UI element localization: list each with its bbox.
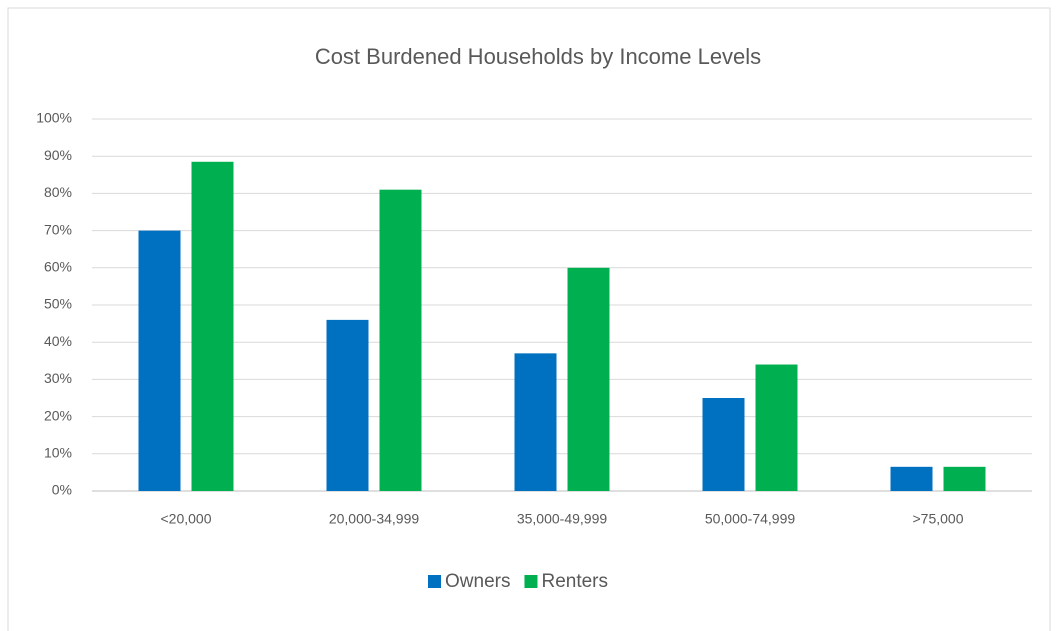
- y-tick-label: 60%: [44, 259, 72, 275]
- bar: [326, 319, 369, 491]
- y-tick-label: 10%: [44, 445, 72, 461]
- y-tick-label: 90%: [44, 147, 72, 163]
- bar: [514, 353, 557, 491]
- x-tick-label: 35,000-49,999: [517, 511, 608, 527]
- y-tick-label: 80%: [44, 184, 72, 200]
- chart-border: [7, 7, 1051, 631]
- x-tick-label: 50,000-74,999: [705, 511, 796, 527]
- chart-title: Cost Burdened Households by Income Level…: [315, 44, 761, 69]
- x-tick-label: <20,000: [161, 511, 212, 527]
- legend-swatch: [428, 575, 441, 588]
- legend-label: Owners: [445, 571, 510, 592]
- x-tick-label: >75,000: [913, 511, 964, 527]
- bar: [191, 161, 234, 491]
- legend-label: Renters: [541, 571, 608, 592]
- bar: [755, 364, 798, 491]
- y-tick-label: 30%: [44, 370, 72, 386]
- bar: [890, 466, 933, 491]
- y-tick-label: 100%: [36, 110, 72, 126]
- legend-swatch: [524, 575, 538, 588]
- x-tick-label: 20,000-34,999: [329, 511, 420, 527]
- y-tick-label: 70%: [44, 221, 72, 237]
- bar: [567, 267, 610, 491]
- y-tick-label: 40%: [44, 333, 72, 349]
- bar: [702, 398, 745, 491]
- bar: [379, 189, 422, 491]
- bar: [138, 230, 181, 491]
- y-tick-label: 0%: [52, 482, 72, 498]
- bar: [943, 466, 986, 491]
- y-tick-label: 20%: [44, 407, 72, 423]
- y-tick-label: 50%: [44, 296, 72, 312]
